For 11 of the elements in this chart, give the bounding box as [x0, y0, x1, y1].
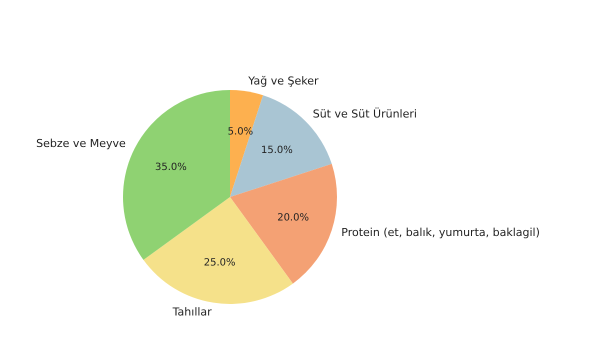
pie-slice — [230, 95, 332, 197]
slice-label: Tahıllar — [172, 306, 212, 319]
slice-label: Yağ ve Şeker — [247, 74, 319, 88]
data-label: 15.0% — [261, 145, 293, 156]
slice-label: Protein (et, balık, yumurta, baklagil) — [341, 226, 540, 240]
slice-label: Süt ve Süt Ürünleri — [312, 106, 417, 120]
pie-slice — [230, 90, 264, 197]
data-label: 20.0% — [277, 212, 309, 224]
data-label: 25.0% — [204, 258, 236, 269]
slice-label: Sebze ve Meyve — [36, 136, 126, 150]
data-label: 35.0% — [155, 162, 187, 173]
